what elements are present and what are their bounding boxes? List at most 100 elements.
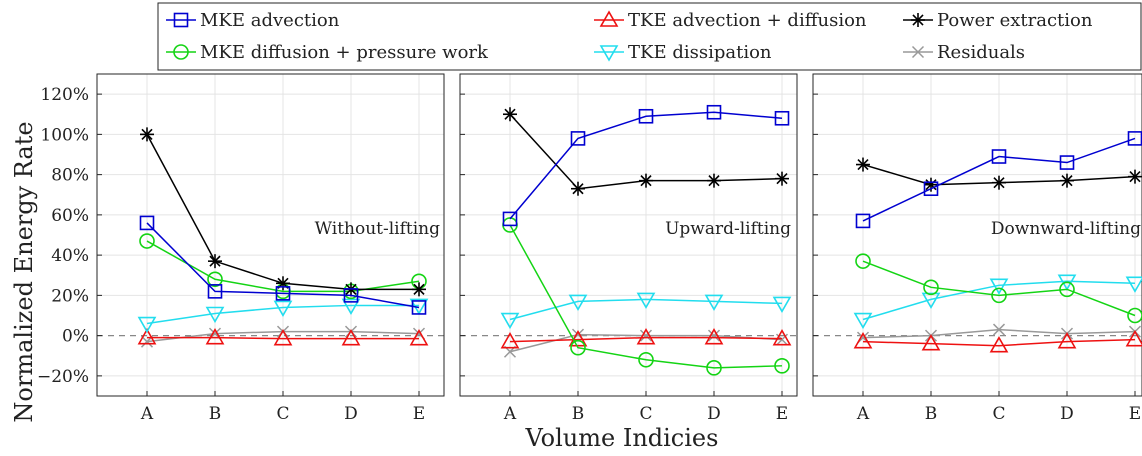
- series-mke-adv: [139, 215, 427, 315]
- series-line: [862, 137, 1136, 222]
- y-tick-label: 0%: [62, 327, 89, 347]
- x-tick-label: A: [140, 404, 154, 424]
- data-point: [924, 177, 938, 192]
- panel-3: A B C D E Downward-lifting: [812, 73, 1142, 424]
- x-tick-label: C: [276, 404, 289, 424]
- data-point: [855, 253, 871, 269]
- data-point: [992, 175, 1006, 190]
- data-point: [774, 110, 790, 126]
- series-line: [862, 338, 1136, 347]
- data-point: [1059, 155, 1075, 170]
- data-point: [275, 286, 291, 301]
- series-power: [503, 107, 789, 196]
- legend-label: MKE advection: [200, 10, 340, 31]
- legend-entry-mke-diff: MKE diffusion + pressure work: [166, 42, 489, 63]
- data-point: [1125, 276, 1142, 293]
- data-point: [500, 312, 520, 330]
- legend: MKE advection MKE diffusion + pressure wo…: [157, 2, 1142, 71]
- series-line: [862, 260, 1136, 317]
- data-point: [1127, 307, 1142, 324]
- data-point: [503, 107, 517, 122]
- legend-marker: [911, 13, 925, 27]
- data-point: [989, 336, 1009, 353]
- legend-label: Power extraction: [937, 10, 1093, 31]
- data-point: [568, 330, 588, 347]
- x-tick-label: E: [1129, 404, 1141, 424]
- data-point: [343, 288, 359, 303]
- legend-marker: [173, 44, 189, 60]
- axes-box: [96, 73, 445, 397]
- x-tick-label: C: [992, 404, 1005, 424]
- legend-entry-tke-adv: TKE advection + diffusion: [594, 10, 867, 31]
- series-line: [862, 280, 1136, 321]
- y-tick-label: 120%: [40, 85, 89, 105]
- data-point: [923, 181, 939, 197]
- y-tick-label: 100%: [40, 125, 89, 145]
- series-mke-adv: [855, 131, 1142, 229]
- series-tke-diss: [853, 274, 1142, 330]
- legend-box: [157, 2, 1142, 71]
- data-point: [639, 173, 653, 188]
- legend-entry-mke-adv: MKE advection: [166, 10, 340, 31]
- data-point: [1060, 173, 1074, 188]
- data-point: [276, 276, 290, 291]
- legend-label: MKE diffusion + pressure work: [200, 42, 489, 63]
- panel-label: Upward-lifting: [665, 219, 791, 239]
- x-tick-label: A: [856, 404, 870, 424]
- data-point: [273, 300, 293, 318]
- series-line: [509, 224, 783, 369]
- data-point: [137, 328, 157, 345]
- data-point: [706, 360, 722, 376]
- series-line: [146, 222, 420, 309]
- series-line: [147, 336, 419, 340]
- data-point: [775, 171, 789, 186]
- data-point: [205, 328, 225, 345]
- x-tick-label: B: [209, 404, 222, 424]
- data-point: [855, 213, 871, 229]
- data-point: [992, 323, 1006, 336]
- series-power: [140, 127, 426, 297]
- data-point: [704, 328, 724, 345]
- grid: [97, 74, 444, 396]
- legend-marker: [173, 12, 189, 28]
- data-point: [571, 181, 585, 196]
- panel-label: Downward-lifting: [991, 219, 1141, 239]
- x-tick-label: B: [925, 404, 938, 424]
- data-point: [638, 351, 654, 368]
- data-point: [636, 328, 656, 345]
- legend-marker: [599, 45, 619, 62]
- data-point: [570, 339, 586, 356]
- legend-entry-resid: Residuals: [903, 42, 1025, 63]
- x-axis-label: Volume Indicies: [525, 424, 719, 452]
- data-point: [137, 316, 157, 334]
- data-point: [707, 173, 721, 188]
- data-point: [991, 149, 1007, 164]
- panel-label: Without-lifting: [315, 219, 441, 239]
- data-point: [706, 104, 722, 120]
- panel-2: A B C D E Upward-lifting: [459, 73, 798, 424]
- x-tick-label: E: [413, 404, 425, 424]
- data-point: [139, 233, 155, 249]
- data-point: [638, 108, 654, 124]
- legend-entry-power: Power extraction: [903, 10, 1093, 31]
- data-point: [570, 131, 586, 146]
- series-mke-adv: [502, 104, 790, 227]
- series-tke-adv: [853, 330, 1142, 353]
- data-point: [139, 215, 155, 231]
- y-axis-label: Normalized Energy Rate: [10, 121, 38, 422]
- data-point: [1128, 169, 1142, 184]
- y-tick-label: 60%: [51, 206, 89, 226]
- x-tick-label: D: [707, 404, 721, 424]
- data-point: [207, 271, 223, 288]
- series-line: [146, 240, 420, 293]
- data-point: [207, 284, 223, 299]
- data-point: [639, 329, 653, 342]
- data-point: [636, 292, 656, 310]
- data-point: [772, 296, 792, 314]
- y-tick-label: 20%: [51, 286, 89, 306]
- series-tke-adv: [500, 328, 792, 349]
- x-tick-label: D: [344, 404, 358, 424]
- series-line: [509, 111, 783, 220]
- series-mke-diff: [855, 253, 1142, 324]
